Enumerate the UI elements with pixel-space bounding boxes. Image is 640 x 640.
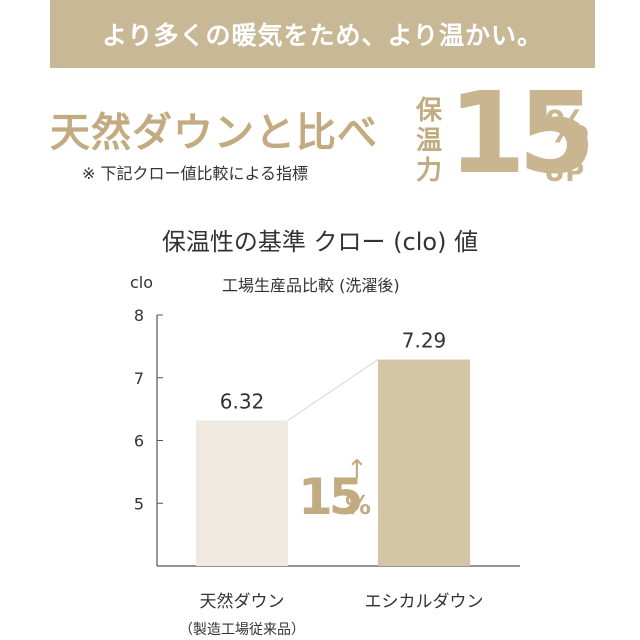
bar-value-label: 7.29 bbox=[402, 329, 447, 353]
warmth-label-char-1: 保 bbox=[415, 96, 442, 126]
headline: 天然ダウンと比べ bbox=[50, 110, 378, 156]
y-tick-label: 5 bbox=[134, 494, 144, 513]
bar-1 bbox=[196, 420, 288, 566]
chart-title: 保温性の基準 クロー (clo) 値 bbox=[161, 228, 479, 256]
banner-text: より多くの暖気をため、より温かい。 bbox=[101, 21, 543, 50]
category-label: 天然ダウン bbox=[200, 592, 285, 612]
y-tick-label: 8 bbox=[134, 306, 144, 325]
warmth-label-char-2: 温 bbox=[415, 126, 442, 156]
highlight-percent: % bbox=[545, 102, 590, 153]
y-tick-label: 6 bbox=[134, 432, 144, 451]
highlight-up: UP bbox=[544, 158, 585, 188]
increase-percent: % bbox=[345, 491, 371, 521]
category-label: エシカルダウン bbox=[365, 592, 484, 612]
y-axis-label: clo bbox=[130, 273, 153, 292]
highlight-number: 15 bbox=[448, 69, 596, 199]
bar-2 bbox=[378, 359, 470, 566]
headline-note: ※ 下記クロー値比較による指標 bbox=[82, 164, 309, 183]
category-sublabel: （製造工場従来品） bbox=[179, 622, 305, 638]
chart-subtitle: 工場生産品比較 (洗濯後) bbox=[222, 276, 400, 295]
increase-number: 15 bbox=[298, 468, 361, 526]
increase-arrow: ↑ bbox=[346, 455, 368, 485]
warmth-label: 保 温 力 bbox=[413, 96, 445, 186]
y-tick-label: 7 bbox=[134, 369, 144, 388]
top-banner: より多くの暖気をため、より温かい。 bbox=[50, 0, 595, 68]
connector-line bbox=[287, 359, 379, 421]
warmth-label-char-3: 力 bbox=[415, 156, 442, 186]
bar-value-label: 6.32 bbox=[220, 389, 265, 413]
